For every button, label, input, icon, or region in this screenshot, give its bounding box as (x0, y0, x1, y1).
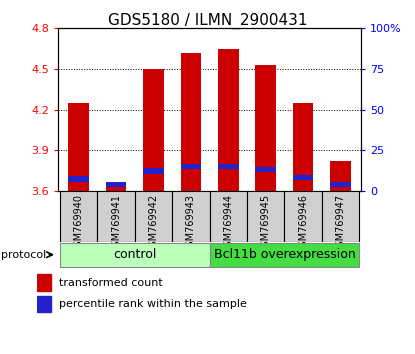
Bar (37, 296, 51, 312)
Bar (37, 274, 51, 291)
Bar (255, 65, 276, 191)
Bar (210, 191, 247, 242)
Bar (172, 191, 210, 242)
Bar (68, 103, 89, 191)
Text: control: control (113, 248, 156, 261)
Text: Bcl11b overexpression: Bcl11b overexpression (213, 248, 355, 261)
Bar (293, 175, 313, 180)
Text: GDS5180 / ILMN_2900431: GDS5180 / ILMN_2900431 (108, 12, 307, 29)
Bar (247, 191, 284, 242)
Text: GSM769942: GSM769942 (149, 194, 159, 253)
Text: protocol: protocol (1, 250, 46, 260)
Bar (330, 161, 351, 191)
Bar (143, 168, 164, 173)
Bar (106, 182, 126, 191)
Text: GSM769941: GSM769941 (111, 194, 121, 253)
Text: GSM769946: GSM769946 (298, 194, 308, 253)
Text: GSM769943: GSM769943 (186, 194, 196, 253)
Bar (330, 182, 351, 187)
Text: GSM769947: GSM769947 (335, 194, 345, 253)
Text: GSM769945: GSM769945 (261, 194, 271, 253)
Bar (322, 191, 359, 242)
Bar (68, 176, 89, 182)
Bar (255, 167, 276, 172)
Text: percentile rank within the sample: percentile rank within the sample (59, 299, 247, 309)
Bar (218, 48, 239, 191)
Bar (143, 69, 164, 191)
Bar (210, 243, 359, 267)
Bar (98, 191, 135, 242)
Bar (181, 53, 201, 191)
Bar (60, 243, 210, 267)
Bar (106, 182, 126, 187)
Bar (293, 103, 313, 191)
Text: transformed count: transformed count (59, 278, 162, 287)
Text: GSM769940: GSM769940 (74, 194, 84, 253)
Bar (135, 191, 172, 242)
Bar (60, 191, 98, 242)
Bar (181, 164, 201, 170)
Bar (218, 164, 239, 170)
Bar (284, 191, 322, 242)
Text: GSM769944: GSM769944 (223, 194, 233, 253)
